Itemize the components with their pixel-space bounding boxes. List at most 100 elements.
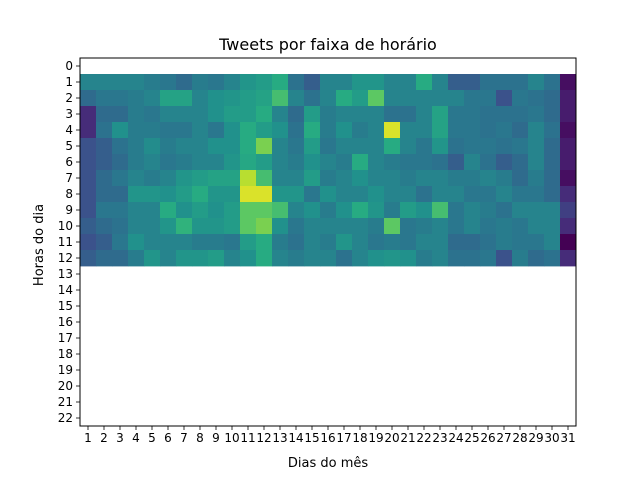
heatmap-cell	[192, 186, 209, 203]
heatmap-cell	[96, 202, 113, 219]
heatmap-cell	[272, 250, 289, 267]
x-tick-label: 17	[336, 431, 351, 445]
heatmap-cell	[240, 154, 257, 171]
heatmap-cell	[416, 234, 433, 251]
heatmap-cell	[320, 186, 337, 203]
heatmap-cell	[448, 122, 465, 139]
y-tick-label: 19	[58, 363, 73, 377]
heatmap-cell	[512, 234, 529, 251]
heatmap-cell	[272, 74, 289, 91]
heatmap-cell	[544, 154, 561, 171]
heatmap-cell	[384, 234, 401, 251]
heatmap-cell	[112, 250, 129, 267]
heatmap-cell	[464, 106, 481, 123]
heatmap-cell	[256, 106, 273, 123]
heatmap-cell	[112, 138, 129, 155]
heatmap-cell	[416, 202, 433, 219]
heatmap-cell	[96, 186, 113, 203]
heatmap-cell	[384, 186, 401, 203]
heatmap-cell	[160, 234, 177, 251]
heatmap-cell	[128, 90, 145, 107]
heatmap-cell	[336, 218, 353, 235]
y-tick-label: 13	[58, 267, 73, 281]
heatmap-cell	[432, 122, 449, 139]
heatmap-cell	[544, 250, 561, 267]
heatmap-cell	[448, 218, 465, 235]
heatmap-cell	[480, 170, 497, 187]
heatmap-cell	[80, 170, 97, 187]
heatmap-cell	[208, 218, 225, 235]
heatmap-cell	[272, 186, 289, 203]
heatmap-cell	[208, 170, 225, 187]
heatmap-cell	[512, 122, 529, 139]
x-tick-label: 27	[496, 431, 511, 445]
heatmap-cell	[320, 74, 337, 91]
heatmap-cell	[416, 186, 433, 203]
heatmap-cell	[544, 170, 561, 187]
y-tick-label: 1	[65, 75, 73, 89]
heatmap-cell	[560, 234, 577, 251]
heatmap-cell	[496, 186, 513, 203]
heatmap-cell	[96, 122, 113, 139]
heatmap-cell	[96, 138, 113, 155]
y-tick-label: 2	[65, 91, 73, 105]
heatmap-cell	[240, 250, 257, 267]
heatmap-cell	[240, 234, 257, 251]
heatmap-cell	[192, 218, 209, 235]
y-tick-label: 11	[58, 235, 73, 249]
y-tick-label: 6	[65, 155, 73, 169]
heatmap-cell	[80, 250, 97, 267]
heatmap-cell	[192, 106, 209, 123]
heatmap-cell	[272, 138, 289, 155]
heatmap-cell	[432, 250, 449, 267]
heatmap-cell	[464, 138, 481, 155]
heatmap-cell	[288, 138, 305, 155]
heatmap-cell	[176, 106, 193, 123]
heatmap-cell	[144, 186, 161, 203]
heatmap-cell	[160, 218, 177, 235]
heatmap-cell	[384, 154, 401, 171]
x-tick-label: 25	[464, 431, 479, 445]
heatmap-cell	[432, 154, 449, 171]
heatmap-cell	[80, 90, 97, 107]
heatmap-cell	[80, 154, 97, 171]
heatmap-cell	[224, 90, 241, 107]
heatmap-cell	[528, 106, 545, 123]
heatmap-cell	[272, 218, 289, 235]
heatmap-cell	[368, 138, 385, 155]
heatmap-cell	[448, 154, 465, 171]
heatmap-cell	[512, 154, 529, 171]
x-tick-label: 10	[224, 431, 239, 445]
y-tick-label: 16	[58, 315, 73, 329]
heatmap-cell	[96, 90, 113, 107]
heatmap-cell	[528, 186, 545, 203]
heatmap-cell	[304, 186, 321, 203]
heatmap-cell	[144, 106, 161, 123]
x-tick-label: 7	[180, 431, 188, 445]
heatmap-cell	[464, 74, 481, 91]
heatmap-cell	[208, 202, 225, 219]
heatmap-cell	[560, 170, 577, 187]
x-tick-label: 22	[416, 431, 431, 445]
heatmap-cell	[480, 90, 497, 107]
heatmap-cell	[368, 250, 385, 267]
heatmap-cell	[384, 138, 401, 155]
x-axis-label: Dias do mês	[288, 456, 368, 471]
x-tick-label: 31	[560, 431, 575, 445]
heatmap-cell	[496, 154, 513, 171]
heatmap-cell	[288, 202, 305, 219]
heatmap-cell	[208, 122, 225, 139]
heatmap-cell	[304, 122, 321, 139]
heatmap-cell	[112, 170, 129, 187]
heatmap-cell	[368, 90, 385, 107]
heatmap-cell	[272, 170, 289, 187]
heatmap-cell	[240, 170, 257, 187]
heatmap-cell	[128, 122, 145, 139]
heatmap-cell	[528, 170, 545, 187]
y-tick-label: 12	[58, 251, 73, 265]
heatmap-cell	[80, 138, 97, 155]
heatmap-cell	[464, 250, 481, 267]
heatmap-cell	[144, 90, 161, 107]
heatmap-cell	[80, 106, 97, 123]
